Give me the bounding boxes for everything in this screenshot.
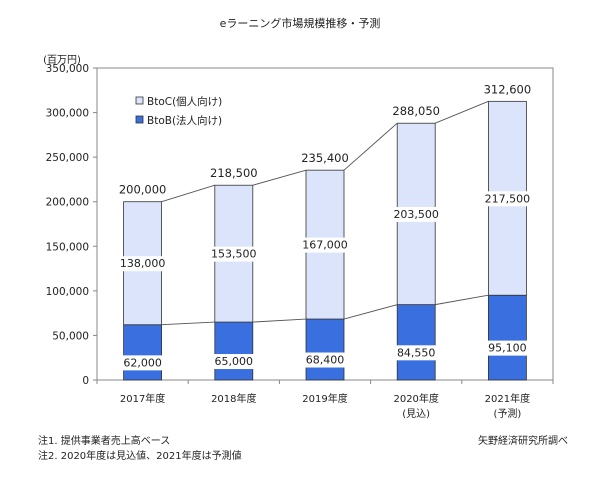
label-btob-bg bbox=[115, 355, 170, 371]
x-tick-label: 2017年度 bbox=[120, 392, 165, 405]
connector-total bbox=[343, 122, 398, 171]
y-tick-label: 50,000 bbox=[52, 330, 89, 342]
connector-btob bbox=[343, 304, 398, 320]
label-total: 200,000 bbox=[119, 183, 167, 197]
label-total: 288,050 bbox=[392, 104, 440, 118]
chart-title: eラーニング市場規模推移・予測 bbox=[220, 16, 381, 30]
bar-btob bbox=[214, 321, 254, 381]
connector-total bbox=[161, 184, 215, 203]
label-btoc: 167,000 bbox=[302, 239, 348, 252]
label-btob-bg bbox=[389, 345, 444, 361]
connector-btob bbox=[435, 294, 489, 306]
label-btob-bg bbox=[298, 352, 352, 368]
label-total: 312,600 bbox=[484, 82, 532, 96]
note-1: 注1. 提供事業者売上高ベース bbox=[38, 436, 171, 447]
y-tick-label: 300,000 bbox=[46, 108, 89, 120]
connector-total bbox=[435, 100, 489, 124]
label-btob: 62,000 bbox=[123, 356, 162, 369]
label-btoc-bg bbox=[115, 256, 170, 272]
legend-label: BtoB(法人向け) bbox=[147, 114, 222, 127]
y-tick-label: 150,000 bbox=[46, 241, 89, 253]
x-tick-label: 2021年度 bbox=[485, 392, 530, 405]
label-btoc: 203,500 bbox=[393, 208, 439, 221]
label-btoc-bg bbox=[480, 191, 535, 207]
label-btoc-bg bbox=[389, 206, 444, 222]
label-btob: 68,400 bbox=[306, 354, 345, 367]
y-tick-label: 200,000 bbox=[46, 197, 89, 209]
x-tick-label: 2018年度 bbox=[211, 392, 256, 405]
x-tick-label: 2019年度 bbox=[302, 392, 347, 405]
y-tick-label: 0 bbox=[82, 375, 89, 387]
label-btoc: 153,500 bbox=[211, 248, 257, 261]
y-tick-label: 250,000 bbox=[46, 152, 89, 164]
bar-btob bbox=[487, 294, 527, 381]
label-total: 218,500 bbox=[210, 166, 258, 180]
label-btoc: 138,000 bbox=[120, 257, 166, 270]
bar-btob bbox=[305, 318, 345, 381]
label-btoc: 217,500 bbox=[485, 192, 531, 205]
label-btob: 65,000 bbox=[215, 355, 254, 368]
connector-btob bbox=[161, 321, 215, 326]
label-total: 235,400 bbox=[301, 151, 349, 165]
note-2: 注2. 2020年度は見込値、2021年度は予測値 bbox=[38, 451, 242, 462]
legend-label: BtoC(個人向け) bbox=[147, 95, 222, 108]
y-tick-label: 100,000 bbox=[46, 286, 89, 298]
source-note: 矢野経済研究所調べ bbox=[478, 436, 568, 447]
label-btob: 95,100 bbox=[488, 342, 527, 355]
x-tick-sublabel: (見込) bbox=[402, 408, 430, 420]
y-axis-unit: (百万円) bbox=[43, 54, 81, 66]
legend-swatch bbox=[135, 115, 144, 124]
x-tick-label: 2020年度 bbox=[393, 392, 438, 405]
legend-swatch bbox=[135, 96, 144, 105]
label-btoc-bg bbox=[298, 237, 352, 253]
bar-btob bbox=[396, 304, 436, 381]
label-btob-bg bbox=[480, 340, 535, 356]
label-btob-bg bbox=[206, 354, 261, 370]
connector-btob bbox=[252, 318, 307, 323]
y-tick-label: 350,000 bbox=[46, 63, 89, 75]
connector-total bbox=[252, 169, 307, 186]
label-btob: 84,550 bbox=[397, 346, 436, 359]
bar-btob bbox=[123, 324, 162, 381]
x-tick-sublabel: (予測) bbox=[493, 407, 521, 420]
label-btoc-bg bbox=[206, 246, 261, 262]
